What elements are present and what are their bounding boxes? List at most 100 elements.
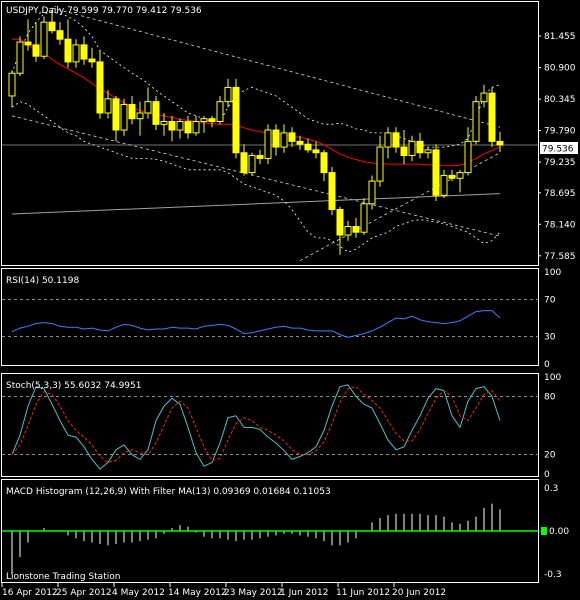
candle-body xyxy=(440,174,448,196)
rsi-panel-frame xyxy=(1,268,539,366)
candle-body xyxy=(160,121,168,125)
candle-body xyxy=(176,121,184,131)
stoch-tick-label: 0 xyxy=(544,470,550,480)
rsi-tick-label: 100 xyxy=(544,268,561,278)
candle-body xyxy=(280,132,288,148)
candle-body xyxy=(400,146,408,157)
candle-body xyxy=(40,21,48,57)
price-tick-label: 79.235 xyxy=(544,158,576,168)
candle-body xyxy=(328,172,336,211)
candle-body xyxy=(408,140,416,157)
stoch-panel-label: Stoch(5,3,3) 55.6032 74.9951 xyxy=(6,381,141,391)
candle-body xyxy=(208,118,216,123)
candle-body xyxy=(8,72,16,97)
price-tick-label: 78.140 xyxy=(544,220,576,230)
price-tick-label: 77.585 xyxy=(544,252,576,262)
candle-body xyxy=(376,146,384,182)
date-tick-label: 23 May 2012 xyxy=(224,588,283,598)
watermark-text: Lionstone Trading Station xyxy=(6,572,120,582)
candle-body xyxy=(272,129,280,148)
candle-body xyxy=(224,86,232,103)
moving-average-line xyxy=(12,38,501,167)
macd-tick-label: 0.00 xyxy=(549,527,569,537)
macd-panel-frame xyxy=(1,479,539,583)
rsi-panel xyxy=(2,299,538,338)
rsi-line xyxy=(11,310,501,338)
candle-body xyxy=(184,121,192,134)
trend-line xyxy=(299,152,501,261)
candle-body xyxy=(416,140,424,154)
date-tick-label: 25 Apr 2012 xyxy=(56,588,112,598)
lower-band xyxy=(11,101,501,253)
stoch-tick-label: 80 xyxy=(544,392,556,402)
macd-tick-label: -0.3 xyxy=(544,570,562,580)
macd-tick-label: 0.3 xyxy=(544,484,558,494)
candle-body xyxy=(264,129,272,159)
candle-body xyxy=(352,226,360,233)
candle-body xyxy=(368,180,376,205)
candle-body xyxy=(496,140,504,146)
candle-body xyxy=(32,44,40,57)
candle-body xyxy=(424,149,432,154)
candle-body xyxy=(96,61,104,114)
last-price-tag xyxy=(540,142,578,154)
candle-body xyxy=(104,98,112,114)
candle-body xyxy=(192,121,200,134)
candle-body xyxy=(360,203,368,233)
candle-body xyxy=(256,155,264,159)
candle-body xyxy=(288,132,296,142)
date-tick-label: 4 May 2012 xyxy=(112,588,165,598)
stoch-signal-line xyxy=(11,386,501,463)
candle-body xyxy=(488,92,496,142)
candle-body xyxy=(344,226,352,236)
main-panel-frame xyxy=(1,1,539,266)
candle-body xyxy=(64,38,72,63)
candle-body xyxy=(432,149,440,196)
candle-body xyxy=(72,44,80,63)
candle-body xyxy=(16,41,24,74)
candle-body xyxy=(296,140,304,145)
candle-body xyxy=(128,103,136,120)
candle-body xyxy=(472,101,480,142)
candle-body xyxy=(136,112,144,120)
stoch-tick-label: 20 xyxy=(544,451,556,461)
last-price-value: 79.536 xyxy=(542,145,574,155)
candle-body xyxy=(232,86,240,154)
macd-panel xyxy=(2,503,547,575)
rsi-tick-label: 30 xyxy=(544,332,556,342)
date-tick-label: 14 May 2012 xyxy=(168,588,227,598)
candle-body xyxy=(384,132,392,148)
stoch-main-line xyxy=(11,384,501,470)
trend-line xyxy=(51,7,501,128)
candle-body xyxy=(56,30,64,40)
macd-panel-label: MACD Histogram (12,26,9) With Filter MA(… xyxy=(6,487,331,497)
price-tick-label: 81.455 xyxy=(544,32,576,42)
candle-body xyxy=(120,103,128,131)
rsi-tick-label: 70 xyxy=(544,296,556,306)
candle-body xyxy=(248,155,256,174)
candle-body xyxy=(336,209,344,236)
candle-body xyxy=(320,152,328,174)
stochastic-panel xyxy=(2,384,538,470)
rsi-tick-label: 0 xyxy=(544,360,550,370)
candle-body xyxy=(24,41,32,46)
candle-body xyxy=(392,132,400,148)
date-tick-label: 20 Jun 2012 xyxy=(392,588,446,598)
candle-body xyxy=(304,143,312,151)
price-tick-label: 79.790 xyxy=(544,127,576,137)
price-tick-label: 78.695 xyxy=(544,189,576,199)
candle-body xyxy=(464,140,472,174)
stoch-tick-label: 100 xyxy=(544,373,561,383)
main-price-panel xyxy=(2,7,538,261)
candle-body xyxy=(80,44,88,60)
candle-body xyxy=(112,98,120,131)
macd-filter-marker xyxy=(541,527,547,535)
candle-body xyxy=(168,121,176,131)
price-tick-label: 80.900 xyxy=(544,64,576,74)
candle-body xyxy=(216,101,224,123)
candle-body xyxy=(152,101,160,125)
date-tick-label: 16 Apr 2012 xyxy=(2,588,58,598)
date-tick-label: 11 Jun 2012 xyxy=(336,588,390,598)
